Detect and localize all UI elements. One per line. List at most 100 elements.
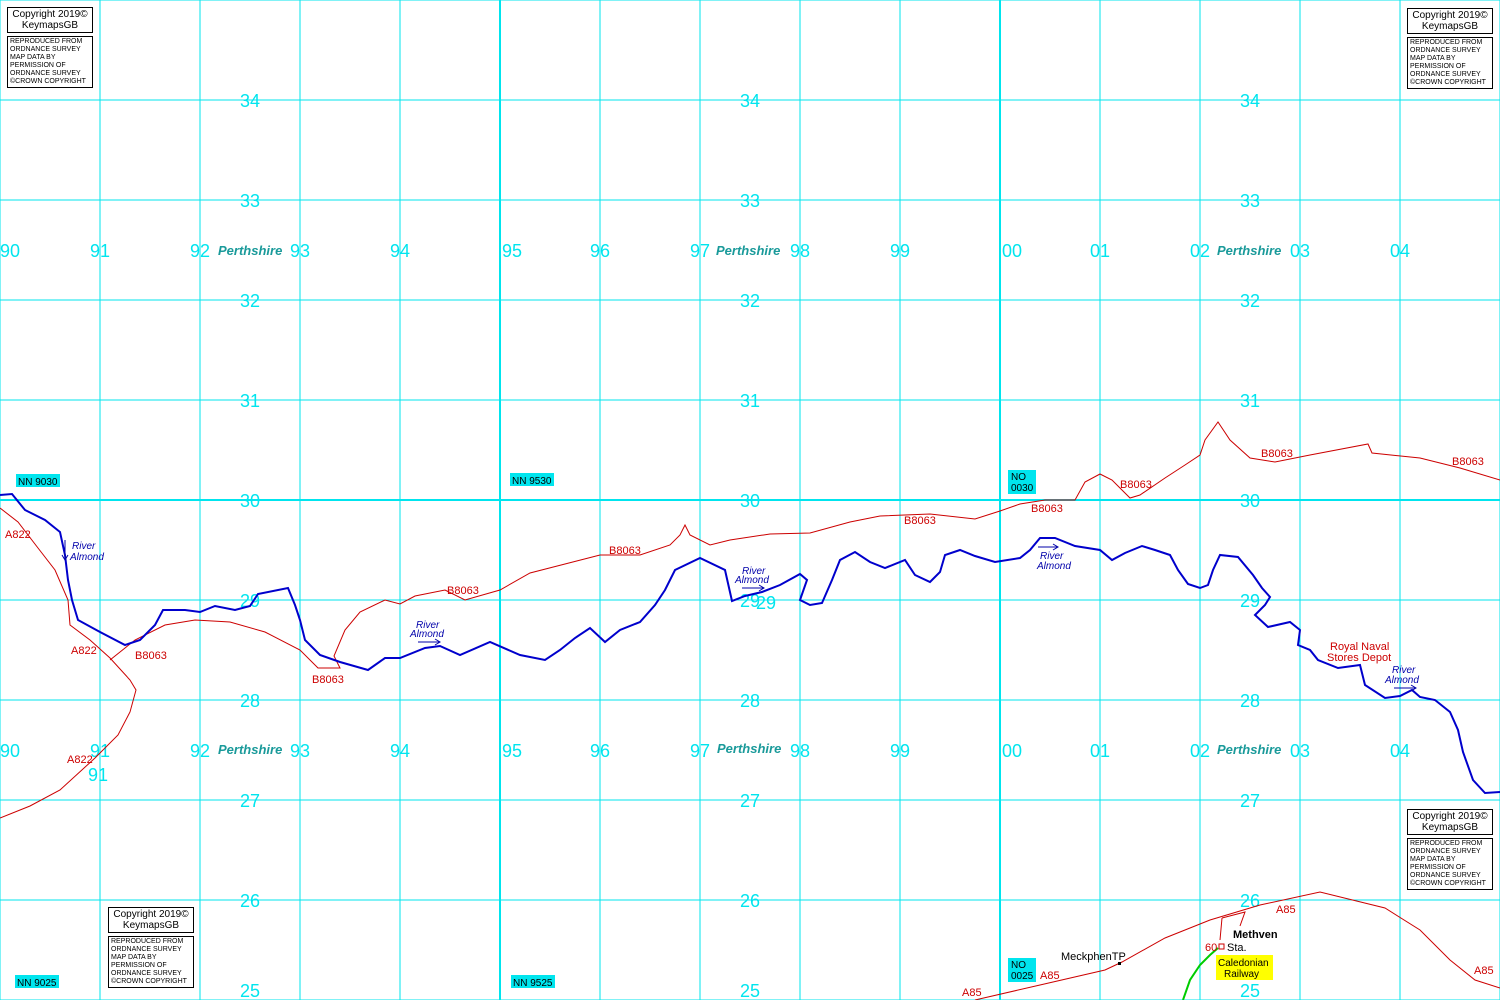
svg-text:NO: NO bbox=[1011, 472, 1026, 483]
road-label-b8063: B8063 bbox=[312, 674, 344, 686]
northing-label: 32 bbox=[740, 291, 760, 311]
svg-text:NN 9025: NN 9025 bbox=[17, 978, 57, 989]
copyright-title: Copyright 2019© KeymapsGB bbox=[108, 907, 194, 933]
northing-label: 27 bbox=[740, 791, 760, 811]
svg-text:0025: 0025 bbox=[1011, 971, 1034, 982]
easting-label: 95 bbox=[502, 241, 522, 261]
road-label-b8063: B8063 bbox=[1452, 456, 1484, 468]
road-label-b8063: B8063 bbox=[135, 650, 167, 662]
easting-label: 91 bbox=[90, 241, 110, 261]
svg-text:Almond: Almond bbox=[1384, 675, 1419, 686]
svg-text:Almond: Almond bbox=[1036, 561, 1071, 572]
roads bbox=[0, 421, 1500, 1000]
county-label: Perthshire bbox=[717, 741, 781, 756]
northing-label: 28 bbox=[240, 691, 260, 711]
copyright-text: REPRODUCED FROM ORDNANCE SURVEY MAP DATA B… bbox=[1407, 37, 1493, 89]
easting-label: 97 bbox=[690, 241, 710, 261]
northing-label: 29 bbox=[240, 591, 260, 611]
road-label-a85: A85 bbox=[1040, 970, 1060, 982]
svg-text:0030: 0030 bbox=[1011, 483, 1034, 494]
road-label-b8063: B8063 bbox=[904, 515, 936, 527]
northing-label: 34 bbox=[740, 91, 760, 111]
grid-ref-nn9525[interactable]: NN 9525 bbox=[511, 975, 555, 989]
easting-label: 01 bbox=[1090, 741, 1110, 761]
station-number: 60 bbox=[1205, 942, 1217, 954]
easting-label: 00 bbox=[1002, 241, 1022, 261]
depot-label: Stores Depot bbox=[1327, 652, 1391, 664]
northing-label-extra: 29 bbox=[756, 593, 776, 613]
easting-label: 98 bbox=[790, 241, 810, 261]
easting-label: 02 bbox=[1190, 241, 1210, 261]
northing-label: 33 bbox=[740, 191, 760, 211]
copyright-box: Copyright 2019© KeymapsGB REPRODUCED FROM… bbox=[7, 7, 93, 88]
copyright-text: REPRODUCED FROM ORDNANCE SURVEY MAP DATA B… bbox=[1407, 838, 1493, 890]
easting-label: 99 bbox=[890, 741, 910, 761]
county-labels: Perthshire Perthshire Perthshire Perthsh… bbox=[218, 243, 1281, 757]
northing-label: 33 bbox=[1240, 191, 1260, 211]
svg-text:NN 9530: NN 9530 bbox=[512, 476, 552, 487]
easting-label: 04 bbox=[1390, 741, 1410, 761]
easting-label-extra: 91 bbox=[88, 765, 108, 785]
road-a85 bbox=[974, 891, 1500, 1000]
road-a822 bbox=[0, 507, 137, 819]
svg-text:NN 9030: NN 9030 bbox=[18, 477, 58, 488]
road-label-a85: A85 bbox=[1474, 965, 1494, 977]
svg-text:River: River bbox=[416, 620, 440, 631]
northing-label: 30 bbox=[240, 491, 260, 511]
road-label-b8063: B8063 bbox=[1261, 448, 1293, 460]
easting-label: 00 bbox=[1002, 741, 1022, 761]
easting-label: 91 bbox=[90, 741, 110, 761]
northing-label: 30 bbox=[740, 491, 760, 511]
copyright-title: Copyright 2019© KeymapsGB bbox=[7, 7, 93, 33]
northing-label: 25 bbox=[240, 981, 260, 1000]
depot-label: Royal Naval bbox=[1330, 641, 1389, 653]
svg-text:River: River bbox=[72, 541, 96, 552]
road-label-b8063: B8063 bbox=[1120, 479, 1152, 491]
methven-label: Methven bbox=[1233, 929, 1278, 941]
station-label: Sta. bbox=[1227, 942, 1247, 954]
easting-label: 99 bbox=[890, 241, 910, 261]
svg-text:River: River bbox=[1040, 551, 1064, 562]
northing-label: 27 bbox=[1240, 791, 1260, 811]
road-labels: A822 A822 A822 B8063 B8063 B8063 B8063 B… bbox=[5, 448, 1494, 999]
features: Royal Naval Stores Depot Methven Sta. 60… bbox=[1061, 641, 1391, 980]
easting-label: 94 bbox=[390, 741, 410, 761]
easting-label: 92 bbox=[190, 741, 210, 761]
county-label: Perthshire bbox=[1217, 742, 1281, 757]
easting-label: 04 bbox=[1390, 241, 1410, 261]
northing-label: 30 bbox=[1240, 491, 1260, 511]
svg-text:Almond: Almond bbox=[734, 575, 769, 586]
copyright-box: Copyright 2019© KeymapsGB REPRODUCED FROM… bbox=[1407, 809, 1493, 890]
easting-label: 90 bbox=[0, 741, 20, 761]
northing-label: 32 bbox=[240, 291, 260, 311]
grid-ref-nn9030[interactable]: NN 9030 bbox=[16, 474, 60, 488]
grid-ref-nn9530[interactable]: NN 9530 bbox=[510, 473, 554, 487]
northing-label: 33 bbox=[240, 191, 260, 211]
grid-ref-no0025[interactable]: NO 0025 bbox=[1008, 958, 1036, 982]
river-flow-arrows bbox=[61, 540, 1417, 692]
northing-label: 32 bbox=[1240, 291, 1260, 311]
svg-text:Almond: Almond bbox=[69, 552, 104, 563]
easting-label: 03 bbox=[1290, 741, 1310, 761]
svg-text:River: River bbox=[742, 566, 766, 577]
meckphen-label: MeckphenTP bbox=[1061, 951, 1126, 963]
easting-label: 98 bbox=[790, 741, 810, 761]
easting-label: 03 bbox=[1290, 241, 1310, 261]
northing-label: 34 bbox=[240, 91, 260, 111]
railway-label: Railway bbox=[1224, 969, 1259, 980]
svg-text:NN 9525: NN 9525 bbox=[513, 978, 553, 989]
grid-ref-no0030[interactable]: NO 0030 bbox=[1008, 470, 1036, 494]
northing-label: 26 bbox=[240, 891, 260, 911]
northing-label: 26 bbox=[740, 891, 760, 911]
northing-label: 27 bbox=[240, 791, 260, 811]
copyright-text: REPRODUCED FROM ORDNANCE SURVEY MAP DATA B… bbox=[108, 936, 194, 988]
easting-label: 93 bbox=[290, 241, 310, 261]
road-label-b8063: B8063 bbox=[447, 585, 479, 597]
grid-labels: 90 90 91 91 92 92 93 93 94 94 95 95 96 96 97 97 98 98 99 99… bbox=[0, 91, 1410, 1000]
grid-ref-nn9025[interactable]: NN 9025 bbox=[15, 975, 59, 989]
county-label: Perthshire bbox=[218, 742, 282, 757]
railway-label-bg bbox=[1216, 955, 1273, 980]
grid-ref-boxes: NN 9030 NN 9530 NO 0030 NN 9025 NN 9525 … bbox=[15, 470, 1036, 989]
